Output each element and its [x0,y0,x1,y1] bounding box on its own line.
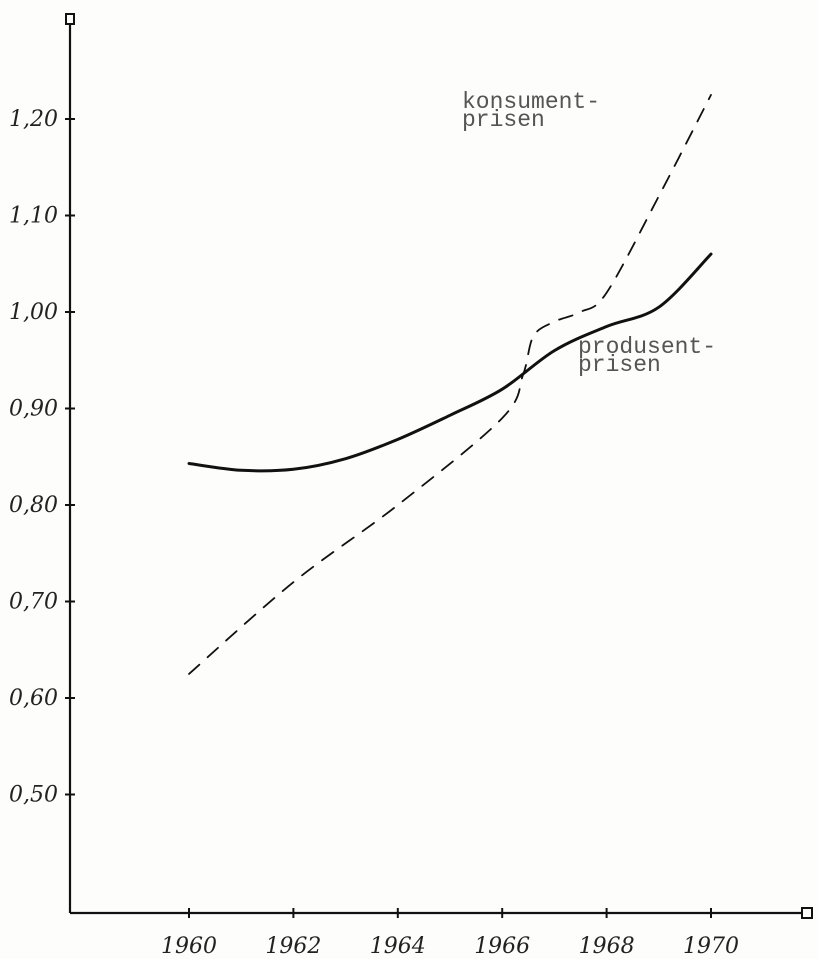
y-axis-end-marker [65,13,75,25]
y-tick-label: 0,70 [9,590,58,615]
series-lines [187,94,713,675]
series-line-konsument-prisen [188,94,712,675]
series-line-produsent-prisen [187,252,713,473]
series-label-konsument-prisen: konsument-prisen [462,89,600,133]
x-axis-ticks: 1960 1962 1964 1966 1968 1970 [161,908,739,959]
x-tick-label: 1968 [579,934,635,959]
x-tick-label: 1962 [265,934,321,959]
series-label-produsent-prisen: produsent-prisen [578,334,716,378]
x-tick-label: 1960 [161,934,217,959]
axes [65,13,813,919]
y-tick-label: 0,60 [9,686,58,711]
x-tick-label: 1970 [683,934,739,959]
y-tick-label: 1,20 [9,107,58,132]
y-axis-ticks: 0,50 0,60 0,70 0,80 0,90 1,00 1,10 1,20 [9,107,75,808]
y-tick-label: 1,10 [9,204,58,229]
y-tick-label: 0,90 [9,397,58,422]
x-axis-end-marker [801,907,813,919]
series-labels: konsument-prisen produsent-prisen [462,89,716,378]
y-tick-label: 0,50 [9,783,58,808]
y-tick-label: 1,00 [9,300,58,325]
y-tick-label: 0,80 [9,493,58,518]
x-tick-label: 1966 [474,934,530,959]
x-tick-label: 1964 [370,934,426,959]
